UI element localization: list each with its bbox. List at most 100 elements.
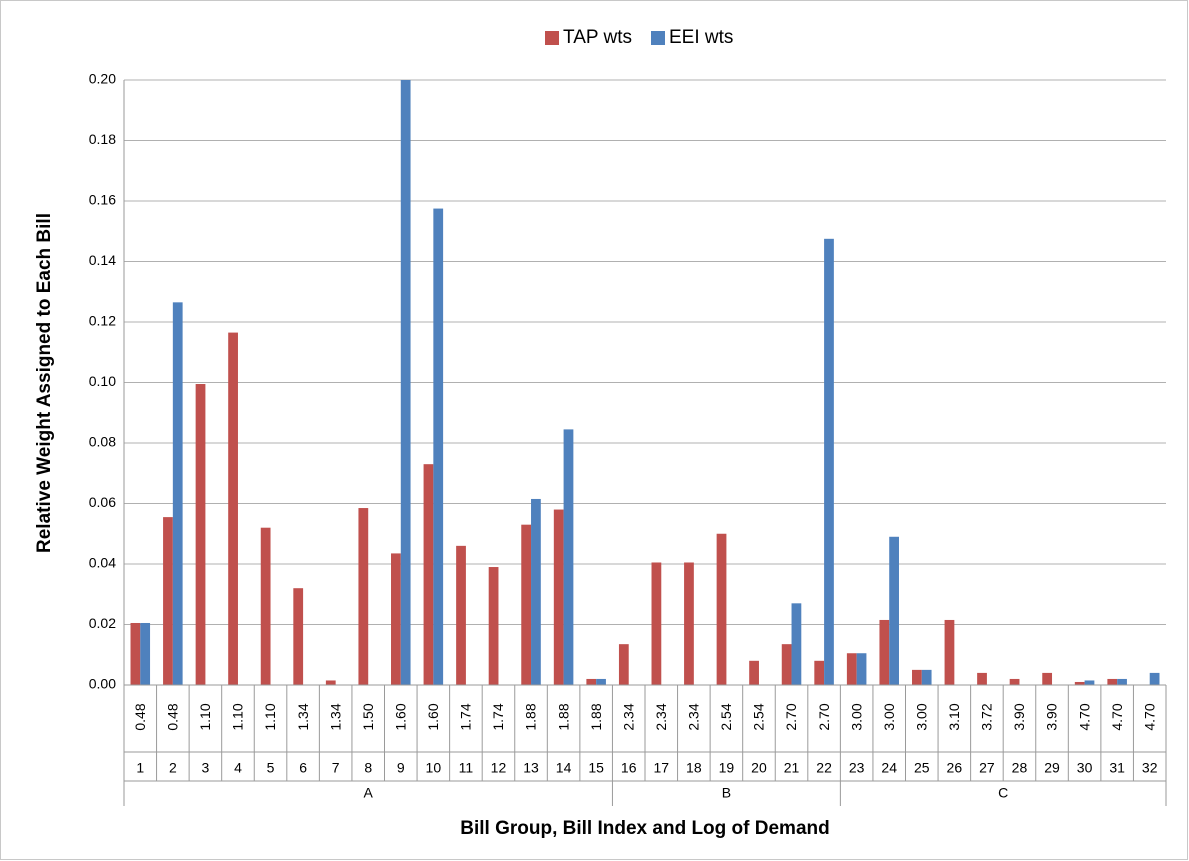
x-tick-label: 13 [523, 760, 539, 776]
x-tick-label: 31 [1109, 760, 1125, 776]
x-tick-label: 6 [299, 760, 307, 776]
bar [358, 508, 369, 685]
log-demand-label: 1.60 [425, 703, 441, 730]
y-tick-label: 0.18 [89, 131, 116, 147]
x-tick-label: 11 [459, 760, 474, 776]
log-demand-label: 2.54 [718, 703, 734, 730]
bar [781, 644, 792, 685]
x-tick-label: 22 [816, 760, 832, 776]
bar [488, 567, 499, 685]
log-demand-label: 0.48 [165, 703, 181, 730]
bar [400, 80, 411, 685]
bar [846, 653, 857, 685]
x-tick-label: 14 [556, 760, 572, 776]
log-demand-label: 1.88 [588, 703, 604, 730]
y-tick-label: 0.00 [89, 676, 116, 692]
log-demand-label: 2.34 [686, 703, 702, 730]
log-demand-label: 1.10 [262, 703, 278, 730]
x-tick-label: 28 [1012, 760, 1028, 776]
log-demand-label: 2.34 [653, 703, 669, 730]
log-demand-label: 0.48 [132, 703, 148, 730]
bar [586, 678, 597, 685]
x-tick-label: 9 [397, 760, 405, 776]
log-demand-label: 1.34 [295, 703, 311, 730]
x-tick-label: 18 [686, 760, 702, 776]
bar [1084, 680, 1095, 685]
x-tick-label: 15 [588, 760, 604, 776]
x-tick-label: 12 [491, 760, 507, 776]
bar [791, 603, 802, 685]
x-tick-label: 7 [332, 760, 340, 776]
x-tick-label: 21 [784, 760, 800, 776]
bar [563, 429, 574, 685]
bar [433, 208, 444, 685]
x-tick-label: 26 [947, 760, 963, 776]
y-tick-label: 0.14 [89, 252, 116, 268]
y-tick-label: 0.12 [89, 313, 116, 329]
log-demand-label: 2.34 [620, 703, 636, 730]
x-tick-label: 27 [979, 760, 995, 776]
bar [172, 302, 183, 685]
log-demand-label: 1.60 [392, 703, 408, 730]
legend-swatch [545, 31, 559, 45]
bar [1107, 678, 1118, 685]
x-tick-label: 1 [136, 760, 144, 776]
x-tick-label: 5 [267, 760, 275, 776]
bar [228, 332, 238, 685]
log-demand-label: 2.54 [751, 703, 767, 730]
bar [814, 660, 825, 685]
bar [921, 669, 932, 685]
bar [618, 644, 629, 685]
bar [391, 553, 401, 685]
y-tick-label: 0.06 [89, 494, 116, 510]
bar [1009, 678, 1020, 685]
y-tick-label: 0.10 [89, 373, 116, 389]
log-demand-label: 3.00 [881, 703, 897, 730]
bar [1074, 681, 1085, 685]
y-axis-title: Relative Weight Assigned to Each Bill [34, 213, 55, 553]
group-label: C [998, 785, 1008, 801]
x-tick-label: 24 [881, 760, 897, 776]
bar [879, 619, 890, 685]
y-tick-label: 0.08 [89, 434, 116, 450]
bar [651, 562, 662, 685]
bar [260, 527, 271, 685]
bar [889, 536, 899, 685]
x-tick-label: 23 [849, 760, 865, 776]
x-tick-label: 29 [1044, 760, 1060, 776]
x-tick-label: 20 [751, 760, 767, 776]
y-tick-label: 0.20 [89, 71, 116, 87]
x-tick-label: 4 [234, 760, 242, 776]
bar [824, 238, 834, 685]
bar [1117, 678, 1127, 685]
log-demand-label: 1.88 [555, 703, 571, 730]
bar [130, 622, 141, 685]
log-demand-label: 1.74 [458, 703, 474, 730]
log-demand-label: 2.70 [816, 703, 832, 730]
x-tick-label: 30 [1077, 760, 1093, 776]
log-demand-label: 3.72 [979, 703, 995, 730]
bar [1149, 672, 1160, 685]
legend-label: TAP wts [563, 27, 632, 48]
legend-swatch [651, 31, 665, 45]
bar [716, 533, 727, 685]
log-demand-label: 1.88 [523, 703, 539, 730]
log-demand-label: 4.70 [1109, 703, 1125, 730]
bar [163, 517, 173, 685]
x-tick-label: 3 [202, 760, 210, 776]
x-tick-label: 25 [914, 760, 930, 776]
log-demand-label: 2.70 [783, 703, 799, 730]
log-demand-label: 4.70 [1076, 703, 1092, 730]
bar [195, 384, 206, 685]
x-tick-label: 19 [719, 760, 735, 776]
x-tick-label: 16 [621, 760, 637, 776]
x-tick-label: 8 [364, 760, 372, 776]
log-demand-label: 1.10 [197, 703, 213, 730]
log-demand-label: 1.74 [490, 703, 506, 730]
y-tick-label: 0.04 [89, 555, 116, 571]
bar [293, 588, 304, 685]
log-demand-label: 3.00 [848, 703, 864, 730]
log-demand-label: 1.50 [360, 703, 376, 730]
log-demand-label: 3.90 [1044, 703, 1060, 730]
